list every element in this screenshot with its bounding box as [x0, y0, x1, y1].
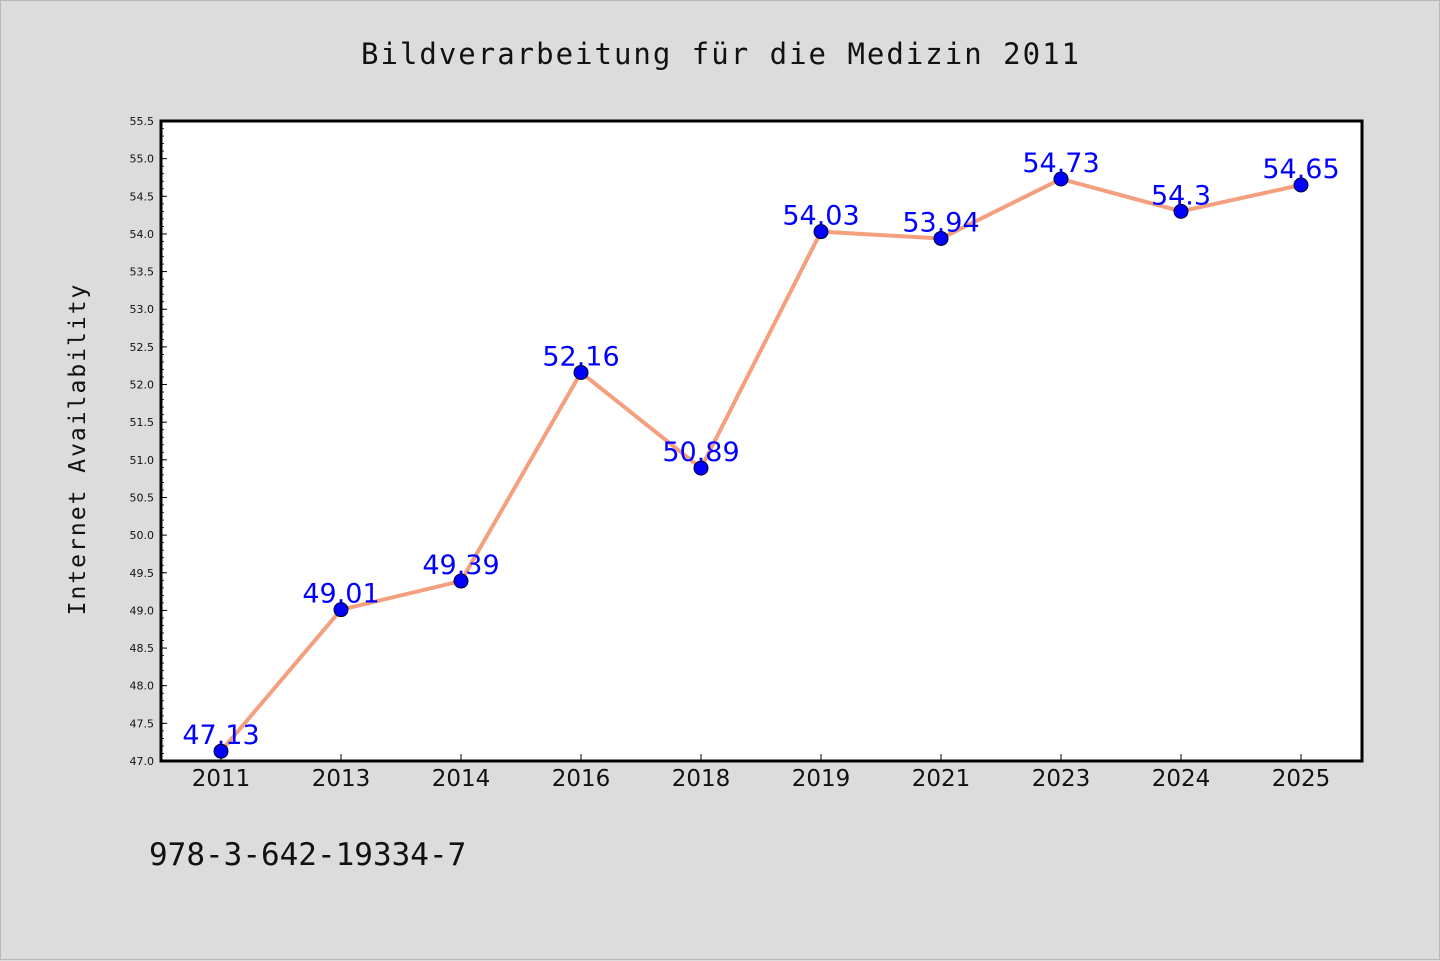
- data-labels: 47.13 49.01 49.39 52.16 50.89 54.03 53.94 54.73…: [182, 148, 1339, 751]
- y-tick-label: 48.5: [130, 642, 155, 655]
- x-tick-label: 2014: [432, 766, 491, 792]
- data-point: [453, 573, 469, 589]
- y-tick-label: 50.5: [130, 491, 155, 504]
- x-tick-label: 2021: [912, 766, 971, 792]
- footer-isbn: 978-3-642-19334-7: [149, 837, 466, 873]
- y-tick-label: 51.0: [130, 454, 155, 467]
- y-tick-label: 54.5: [130, 190, 155, 203]
- x-tick-label: 2019: [792, 766, 851, 792]
- y-axis-ticks: 47.0 47.5 48.0 48.5 49.0 49.5 50.0 50.5 51.0 51.5…: [130, 115, 167, 768]
- y-tick-label: 53.5: [130, 266, 155, 279]
- y-tick-label: 49.0: [130, 604, 155, 617]
- series-layer: [213, 171, 1309, 759]
- data-label: 54.65: [1262, 154, 1339, 185]
- y-tick-label: 47.0: [130, 755, 155, 768]
- y-tick-label: 52.0: [130, 379, 155, 392]
- y-tick-label: 54.0: [130, 228, 155, 241]
- data-label: 54.03: [782, 201, 859, 232]
- x-tick-label: 2016: [552, 766, 611, 792]
- y-axis-label: Internet Availability: [65, 283, 91, 616]
- x-axis-ticks: 2011 2013 2014 2016 2018 2019 2021 2023 2024 2025: [192, 754, 1331, 792]
- data-point: [1173, 203, 1189, 219]
- data-point: [333, 602, 349, 618]
- chart-title: Bildverarbeitung für die Medizin 2011: [361, 37, 1081, 71]
- y-tick-label: 47.5: [130, 717, 155, 730]
- data-point: [573, 364, 589, 380]
- x-tick-label: 2023: [1032, 766, 1091, 792]
- data-label: 50.89: [662, 437, 739, 468]
- plot-area: [159, 119, 1364, 763]
- data-label: 49.01: [302, 579, 379, 610]
- x-tick-label: 2013: [312, 766, 371, 792]
- data-point: [1293, 177, 1309, 193]
- y-tick-label: 48.0: [130, 680, 155, 693]
- y-tick-label: 55.0: [130, 153, 155, 166]
- x-tick-label: 2025: [1272, 766, 1331, 792]
- y-tick-label: 53.0: [130, 303, 155, 316]
- data-label: 54.73: [1022, 148, 1099, 179]
- data-label: 49.39: [422, 550, 499, 581]
- y-tick-label: 49.5: [130, 567, 155, 580]
- y-tick-label: 52.5: [130, 341, 155, 354]
- data-point: [1053, 171, 1069, 187]
- data-point: [693, 460, 709, 476]
- data-point: [933, 230, 949, 246]
- x-tick-label: 2011: [192, 766, 251, 792]
- data-point: [813, 224, 829, 240]
- data-label: 52.16: [542, 341, 619, 372]
- y-tick-label: 55.5: [130, 115, 155, 128]
- y-tick-label: 50.0: [130, 529, 155, 542]
- data-label: 53.94: [902, 207, 979, 238]
- data-label: 47.13: [182, 720, 259, 751]
- y-tick-label: 51.5: [130, 416, 155, 429]
- data-label: 54.3: [1151, 180, 1211, 211]
- series-line: [219, 176, 1302, 753]
- data-point: [213, 743, 229, 759]
- x-tick-label: 2024: [1152, 766, 1211, 792]
- x-tick-label: 2018: [672, 766, 731, 792]
